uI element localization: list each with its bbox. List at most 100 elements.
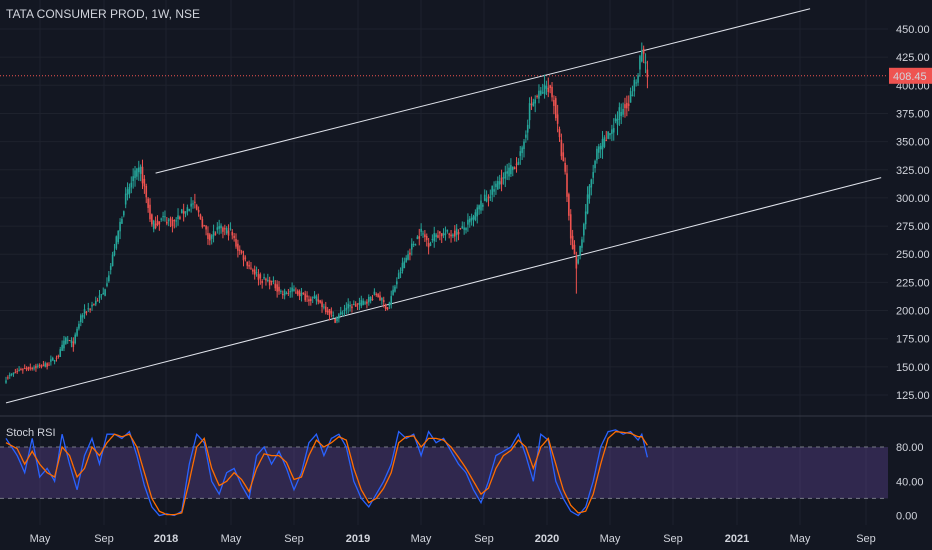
candle-body <box>291 287 293 292</box>
candle-body <box>401 262 404 272</box>
candle-body <box>227 230 230 236</box>
candle-body <box>184 211 187 214</box>
candle-body <box>192 203 194 205</box>
grid <box>0 0 888 525</box>
price-axis[interactable]: 125.00 150.00 175.00 200.00 225.00 250.00 275.… <box>896 24 930 402</box>
chart-title: TATA CONSUMER PROD, 1W, NSE <box>6 7 201 21</box>
candle-body <box>538 90 540 99</box>
candle-body <box>287 292 290 294</box>
candle-body <box>244 257 247 259</box>
candle-body <box>641 50 643 62</box>
candle-body <box>12 372 15 375</box>
candle-body <box>637 75 639 83</box>
candle-body <box>336 317 338 322</box>
candle-body <box>310 298 312 302</box>
candle-body <box>18 369 20 371</box>
candle-body <box>556 114 559 124</box>
candle-body <box>639 56 641 70</box>
candle-body <box>238 249 241 251</box>
candle-body <box>147 198 149 208</box>
candle-body <box>233 235 235 238</box>
price-tick-label: 350.00 <box>896 137 930 149</box>
stoch-rsi-axis[interactable]: 0.00 40.00 80.00 <box>896 442 924 523</box>
candle-body <box>577 259 580 264</box>
candle-body <box>450 234 452 237</box>
candle-body <box>182 210 185 214</box>
candle-body <box>216 227 219 230</box>
candle-body <box>108 275 110 282</box>
price-tick-label: 125.00 <box>896 390 930 402</box>
candle-body <box>278 286 280 292</box>
candle-body <box>480 200 482 211</box>
candle-body <box>94 300 97 305</box>
candle-body <box>164 216 166 218</box>
candle-body <box>145 186 148 198</box>
candle-body <box>250 267 252 269</box>
candle-body <box>392 289 394 295</box>
price-tick-label: 375.00 <box>896 108 930 120</box>
candle-body <box>465 227 467 231</box>
candle-body <box>437 235 439 238</box>
candle-body <box>579 245 581 256</box>
candle-body <box>207 233 209 239</box>
candle-body <box>104 289 106 296</box>
candle-body <box>388 302 391 307</box>
time-axis[interactable]: May Sep 2018 May Sep 2019 May Sep 2020 May Sep 2021… <box>30 533 876 545</box>
candle-body <box>313 295 316 298</box>
candle-body <box>564 162 566 172</box>
candle-body <box>98 295 101 298</box>
candle-body <box>317 299 320 302</box>
price-tick-label: 225.00 <box>896 277 930 289</box>
candle-body <box>571 235 574 250</box>
candle-body <box>343 309 346 312</box>
candle-body <box>605 140 608 142</box>
candle-body <box>599 145 602 150</box>
candle-body <box>46 363 48 367</box>
candle-body <box>68 340 71 342</box>
candle-body <box>547 87 550 93</box>
candle-body <box>616 118 619 125</box>
candle-body <box>495 183 497 188</box>
candle-body <box>525 134 527 138</box>
time-tick-label: 2021 <box>725 533 749 545</box>
candle-body <box>265 278 267 281</box>
candle-body <box>454 230 456 237</box>
candle-body <box>257 273 260 280</box>
candle-body <box>581 239 583 248</box>
candle-body <box>508 167 510 177</box>
candle-body <box>429 243 432 246</box>
candle-body <box>63 340 65 349</box>
candle-body <box>511 166 514 171</box>
candle-body <box>36 365 39 367</box>
candle-body <box>412 243 415 245</box>
candle-body <box>102 292 105 295</box>
candle-body <box>427 242 430 248</box>
candle-body <box>300 292 303 296</box>
candle-body <box>532 102 535 107</box>
trendlines[interactable] <box>5 8 882 404</box>
candle-body <box>295 292 297 294</box>
price-tick-label: 450.00 <box>896 24 930 36</box>
candle-body <box>130 182 133 188</box>
candle-body <box>324 306 327 312</box>
candle-body <box>293 289 295 292</box>
candle-body <box>483 194 486 201</box>
candle-body <box>72 341 75 347</box>
candle-body <box>339 311 342 315</box>
candle-body <box>407 254 409 260</box>
candle-body <box>568 194 570 216</box>
candle-body <box>248 264 250 267</box>
candle-body <box>188 209 191 211</box>
candle-body <box>229 228 232 230</box>
candle-body <box>283 290 286 296</box>
stoch-rsi-band <box>0 447 888 499</box>
candle-body <box>474 212 477 221</box>
candle-body <box>128 187 131 194</box>
candle-body <box>169 218 172 220</box>
candle-body <box>467 219 469 225</box>
candle-body <box>523 141 525 150</box>
candle-body <box>379 295 381 301</box>
candle-body <box>358 302 361 305</box>
time-tick-label: May <box>790 533 811 545</box>
